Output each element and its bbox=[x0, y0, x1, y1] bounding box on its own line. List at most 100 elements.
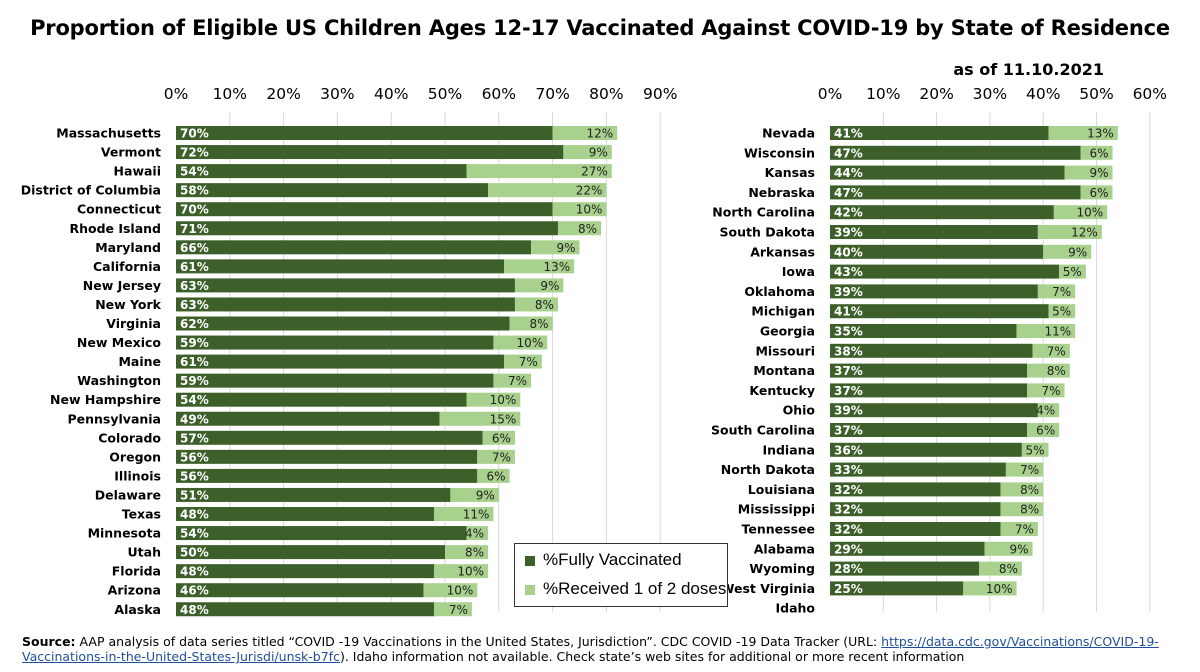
x-tick-label: 50% bbox=[428, 85, 462, 103]
bar-label-fully: 38% bbox=[834, 344, 863, 358]
x-tick-label: 0% bbox=[818, 85, 843, 103]
bar-partial-dose bbox=[514, 297, 558, 312]
bar-fully-vaccinated bbox=[176, 507, 435, 521]
bar-label-partial: 8% bbox=[1047, 364, 1066, 378]
bar-label-partial: 8% bbox=[465, 546, 484, 560]
bar-fully-vaccinated bbox=[830, 482, 1001, 497]
bar-label-fully: 39% bbox=[834, 404, 863, 418]
bar-label-partial: 13% bbox=[543, 260, 570, 274]
source-label: Source: bbox=[22, 634, 76, 649]
bar-partial-dose bbox=[434, 564, 489, 579]
bar-partial-dose bbox=[1005, 462, 1044, 477]
x-tick-label: 90% bbox=[643, 85, 677, 103]
legend-label-partial: %Received 1 of 2 doses bbox=[543, 579, 727, 598]
bar-label-partial: 4% bbox=[465, 527, 484, 541]
bar-label-partial: 9% bbox=[556, 241, 575, 255]
x-tick-label: 30% bbox=[320, 85, 354, 103]
bar-label-fully: 32% bbox=[834, 483, 863, 497]
category-label: Idaho bbox=[775, 601, 815, 616]
bar-partial-dose bbox=[1080, 185, 1113, 200]
bar-label-fully: 37% bbox=[834, 364, 863, 378]
bar-fully-vaccinated bbox=[830, 244, 1044, 259]
bar-partial-dose bbox=[1027, 423, 1060, 437]
category-label: Louisiana bbox=[748, 482, 815, 497]
category-label: Mississippi bbox=[738, 502, 815, 517]
bar-partial-dose bbox=[1080, 145, 1113, 160]
bar-fully-vaccinated bbox=[830, 225, 1038, 239]
legend-item-fully: %Fully Vaccinated bbox=[525, 550, 682, 570]
bar-label-fully: 72% bbox=[180, 146, 209, 160]
bar-label-partial: 7% bbox=[1041, 384, 1060, 398]
bar-label-fully: 48% bbox=[180, 508, 209, 522]
bar-fully-vaccinated bbox=[176, 297, 515, 312]
bar-label-partial: 7% bbox=[1015, 523, 1034, 537]
bar-label-partial: 8% bbox=[578, 222, 597, 236]
category-label: New Hampshire bbox=[50, 392, 161, 407]
category-label: Kentucky bbox=[749, 383, 815, 398]
bar-partial-dose bbox=[1037, 284, 1076, 299]
bar-fully-vaccinated bbox=[176, 545, 445, 560]
bar-fully-vaccinated bbox=[830, 383, 1028, 398]
bar-label-fully: 56% bbox=[180, 450, 209, 464]
bar-label-partial: 22% bbox=[576, 184, 603, 198]
bar-partial-dose bbox=[423, 583, 478, 598]
bar-label-fully: 50% bbox=[180, 546, 209, 560]
category-label: Connecticut bbox=[77, 202, 161, 217]
source-text-after: ). Idaho information not available. Chec… bbox=[339, 649, 965, 664]
bar-label-fully: 44% bbox=[834, 166, 863, 180]
category-label: Oklahoma bbox=[744, 284, 815, 299]
bar-label-partial: 8% bbox=[530, 317, 549, 331]
bar-fully-vaccinated bbox=[830, 423, 1028, 437]
bar-partial-dose bbox=[1048, 126, 1118, 140]
bar-fully-vaccinated bbox=[830, 185, 1081, 200]
x-tick-label: 40% bbox=[1026, 85, 1060, 103]
bar-label-fully: 61% bbox=[180, 260, 209, 274]
x-tick-label: 10% bbox=[213, 85, 247, 103]
category-label: Tennessee bbox=[742, 522, 815, 537]
bar-fully-vaccinated bbox=[830, 502, 1001, 517]
bar-label-partial: 8% bbox=[1020, 503, 1039, 517]
bar-label-fully: 70% bbox=[180, 127, 209, 141]
category-label: Nebraska bbox=[748, 185, 815, 200]
bar-partial-dose bbox=[450, 487, 499, 502]
chart-legend: %Fully Vaccinated %Received 1 of 2 doses bbox=[514, 543, 728, 607]
bar-partial-dose bbox=[514, 278, 564, 293]
bar-label-partial: 6% bbox=[1089, 146, 1108, 160]
bar-label-partial: 5% bbox=[1025, 443, 1044, 457]
category-label: Arizona bbox=[108, 583, 161, 598]
bar-partial-dose bbox=[509, 316, 553, 331]
bar-partial-dose bbox=[979, 561, 1022, 576]
bar-fully-vaccinated bbox=[176, 373, 494, 388]
bar-label-fully: 56% bbox=[180, 469, 209, 483]
category-label: Montana bbox=[753, 363, 815, 378]
category-label: Alabama bbox=[754, 541, 815, 556]
bar-label-partial: 9% bbox=[589, 146, 608, 160]
bar-label-partial: 27% bbox=[581, 165, 608, 179]
bar-label-partial: 7% bbox=[1052, 285, 1071, 299]
bar-label-partial: 10% bbox=[490, 393, 517, 407]
bar-label-fully: 39% bbox=[834, 226, 863, 240]
bar-label-fully: 37% bbox=[834, 424, 863, 438]
bar-fully-vaccinated bbox=[176, 468, 478, 483]
bar-partial-dose bbox=[1027, 363, 1070, 378]
category-label: New York bbox=[95, 297, 161, 312]
bar-label-fully: 48% bbox=[180, 603, 209, 617]
category-label: Alaska bbox=[114, 602, 161, 617]
bar-fully-vaccinated bbox=[176, 583, 424, 598]
bar-partial-dose bbox=[434, 602, 472, 617]
bar-fully-vaccinated bbox=[176, 430, 483, 445]
x-tick-label: 0% bbox=[164, 85, 189, 103]
bar-label-partial: 6% bbox=[1036, 424, 1055, 438]
bar-fully-vaccinated bbox=[176, 259, 505, 274]
bar-partial-dose bbox=[552, 126, 618, 140]
source-link[interactable]: https://data.cdc.gov/Vaccinations/COVID-… bbox=[22, 634, 1159, 664]
bar-fully-vaccinated bbox=[830, 363, 1028, 378]
bar-label-partial: 5% bbox=[1063, 265, 1082, 279]
bar-partial-dose bbox=[1027, 383, 1065, 398]
bar-label-fully: 70% bbox=[180, 203, 209, 217]
bar-fully-vaccinated bbox=[176, 126, 553, 140]
bar-label-fully: 54% bbox=[180, 165, 209, 179]
category-label: Virginia bbox=[106, 316, 161, 331]
bar-fully-vaccinated bbox=[830, 264, 1060, 279]
bar-label-partial: 6% bbox=[492, 431, 511, 445]
